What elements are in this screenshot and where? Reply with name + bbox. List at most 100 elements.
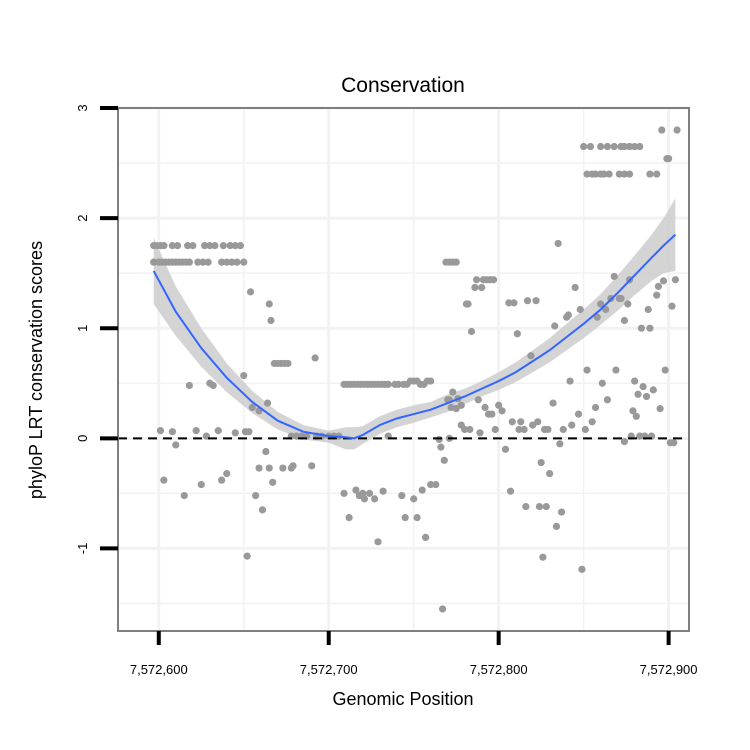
data-point <box>597 142 605 151</box>
data-point <box>398 491 406 500</box>
data-point <box>489 276 498 284</box>
data-point <box>529 421 537 429</box>
data-point <box>371 495 379 503</box>
data-point <box>284 359 292 368</box>
data-point <box>452 258 460 266</box>
data-point <box>359 489 367 497</box>
data-point <box>625 142 634 151</box>
data-point <box>160 476 168 484</box>
y-tick-label: 2 <box>75 214 90 221</box>
x-tick-label: 7,572,600 <box>130 662 188 677</box>
data-point <box>384 380 392 388</box>
data-point <box>586 142 595 151</box>
data-point <box>617 294 625 303</box>
data-point <box>435 435 443 444</box>
data-point <box>637 324 646 332</box>
data-point <box>421 533 430 542</box>
data-point <box>432 480 440 489</box>
plot-panel: 7,572,600 7,572,700 7,572,800 7,572,900 -1 0 1… <box>75 104 698 677</box>
data-point <box>603 396 612 404</box>
data-point <box>201 242 209 250</box>
data-point <box>228 258 236 266</box>
data-point <box>418 486 426 494</box>
data-point <box>231 429 239 437</box>
data-point <box>265 300 273 308</box>
data-point <box>267 316 275 325</box>
x-axis-title: Genomic Position <box>332 689 473 709</box>
data-point <box>488 410 496 418</box>
data-point <box>209 381 217 390</box>
confidence-ribbon <box>153 198 676 450</box>
data-point <box>615 170 623 178</box>
data-point <box>566 377 574 385</box>
data-point <box>258 506 267 514</box>
data-point <box>556 440 564 448</box>
data-point <box>243 552 251 560</box>
data-point <box>172 441 180 449</box>
data-point <box>240 258 248 266</box>
data-point <box>631 377 639 385</box>
data-point <box>629 407 637 415</box>
y-tick-label: 3 <box>75 104 90 111</box>
data-point <box>476 429 484 437</box>
y-tick-label: 1 <box>75 325 90 332</box>
data-point <box>311 354 319 362</box>
data-point <box>185 258 193 266</box>
data-point <box>410 495 418 503</box>
data-point <box>308 462 316 470</box>
data-point <box>644 305 652 314</box>
data-point <box>472 276 481 284</box>
data-point <box>605 170 613 178</box>
data-point <box>620 170 629 178</box>
y-axis-title: phyloP LRT conservation scores <box>26 241 46 499</box>
data-point <box>279 464 287 472</box>
data-point <box>365 489 374 497</box>
data-point <box>204 258 212 266</box>
x-tick-label: 7,572,900 <box>640 662 698 677</box>
data-point <box>671 276 680 284</box>
data-point <box>523 297 532 305</box>
data-point <box>192 427 200 435</box>
data-point <box>185 381 193 390</box>
data-point <box>246 288 255 296</box>
data-point <box>340 489 348 497</box>
data-point <box>646 170 654 178</box>
data-point <box>591 170 600 178</box>
data-point <box>634 390 642 398</box>
data-point <box>255 464 263 472</box>
data-point <box>665 155 673 163</box>
data-point <box>168 242 176 250</box>
data-point <box>223 258 231 266</box>
data-point <box>578 565 586 573</box>
data-point <box>495 401 503 409</box>
data-point <box>610 272 618 281</box>
data-point <box>661 366 669 374</box>
data-point <box>522 502 530 511</box>
data-point <box>360 495 369 503</box>
data-point <box>653 291 661 299</box>
data-point <box>642 392 651 401</box>
data-point <box>593 313 601 321</box>
data-point <box>527 352 535 360</box>
data-point <box>624 300 632 308</box>
data-point <box>551 322 559 330</box>
data-point <box>505 299 513 307</box>
data-point <box>576 305 584 314</box>
data-point <box>427 480 435 489</box>
data-point <box>168 428 176 436</box>
data-point <box>437 443 445 451</box>
data-point <box>600 170 608 178</box>
data-point <box>508 418 516 426</box>
data-point <box>506 487 515 495</box>
data-point <box>374 538 382 546</box>
panel-border <box>117 107 690 632</box>
data-point <box>557 508 566 516</box>
data-point <box>156 427 165 435</box>
panel-background <box>118 108 689 631</box>
data-point <box>544 425 552 434</box>
data-point <box>478 283 486 292</box>
data-point <box>218 258 226 266</box>
data-point <box>571 283 579 292</box>
data-point <box>184 242 192 250</box>
data-point <box>464 300 472 308</box>
